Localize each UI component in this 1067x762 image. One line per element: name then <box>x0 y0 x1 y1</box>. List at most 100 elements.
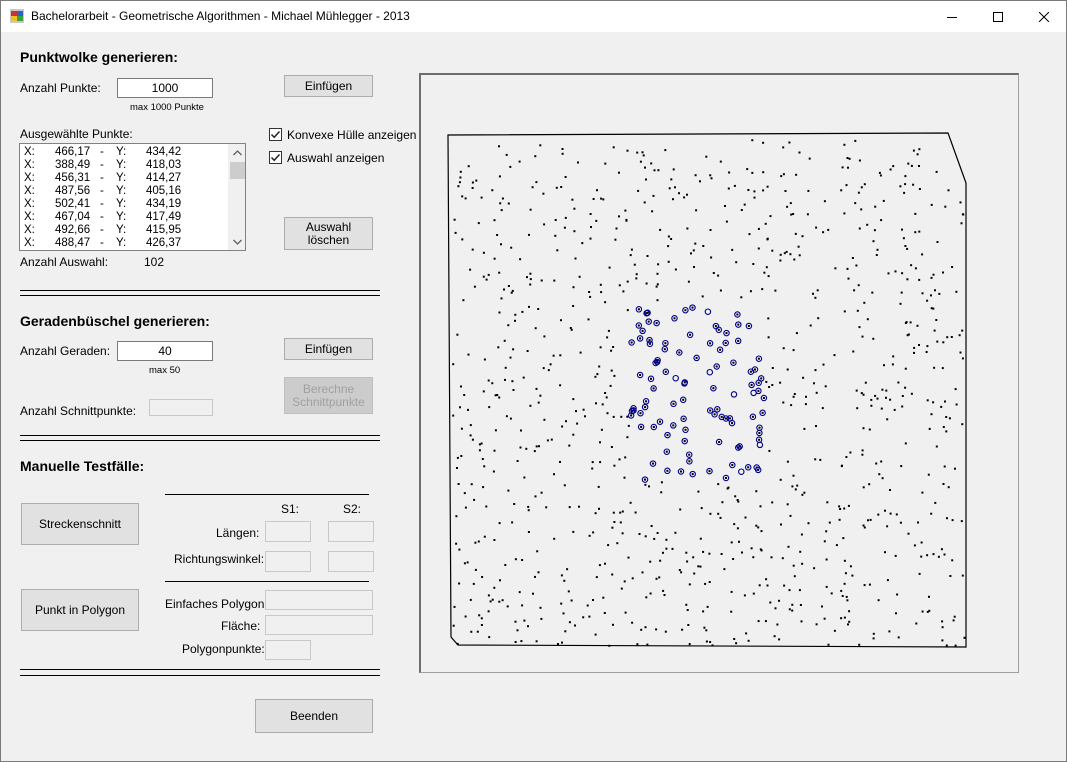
list-cell: X: <box>24 211 35 223</box>
title-bar[interactable]: Bachelorarbeit - Geometrische Algorithme… <box>1 1 1066 32</box>
point <box>819 458 822 461</box>
point <box>683 196 686 199</box>
point <box>872 337 875 340</box>
convex-hull <box>447 132 967 648</box>
list-item[interactable]: X: 466,17- Y: 434,42 <box>20 146 228 159</box>
close-button[interactable] <box>1021 1 1067 32</box>
convex-hull-label[interactable]: Konvexe Hülle anzeigen <box>287 128 417 142</box>
minimize-button[interactable] <box>929 1 975 32</box>
point <box>719 289 722 292</box>
list-item[interactable]: X: 488,47- Y: 426,37 <box>20 237 228 250</box>
chevron-up-icon <box>233 149 242 155</box>
line-count-input[interactable]: 40 <box>117 341 213 361</box>
point <box>885 389 888 392</box>
point <box>828 521 831 524</box>
point <box>749 370 752 373</box>
point <box>563 226 566 229</box>
point <box>793 393 796 395</box>
point <box>885 396 887 399</box>
point <box>510 246 513 249</box>
point <box>704 582 707 585</box>
point <box>887 272 890 275</box>
point <box>854 202 857 205</box>
list-cell: 434,19 <box>146 198 182 210</box>
point <box>452 363 455 366</box>
point <box>858 159 861 162</box>
point <box>812 292 814 295</box>
point <box>782 347 785 350</box>
point <box>945 644 948 647</box>
window-title: Bachelorarbeit - Geometrische Algorithme… <box>31 9 410 23</box>
selected-point-marker <box>636 335 644 342</box>
point <box>619 521 622 524</box>
list-cell: Y: <box>116 185 127 197</box>
point <box>805 395 807 398</box>
scroll-thumb[interactable] <box>230 162 245 179</box>
point <box>743 594 746 597</box>
point <box>586 604 589 607</box>
list-item[interactable]: X: 456,31- Y: 414,27 <box>20 172 228 185</box>
point <box>703 626 706 629</box>
exit-button[interactable]: Beenden <box>255 699 373 733</box>
point <box>886 579 889 582</box>
point <box>594 633 597 636</box>
convex-hull-checkbox[interactable] <box>269 128 282 141</box>
point <box>603 612 606 614</box>
point <box>618 171 620 174</box>
maximize-button[interactable] <box>975 1 1021 32</box>
scroll-up-button[interactable] <box>229 144 245 161</box>
point <box>474 568 477 571</box>
selected-points-list[interactable]: X: 466,17- Y: 434,42 X: 388,49- Y: 418,03 X: 456,… <box>19 143 246 251</box>
point-cloud-plot[interactable] <box>421 75 1017 671</box>
point <box>534 575 536 578</box>
selected-point-marker <box>756 441 764 449</box>
clear-selection-button[interactable]: Auswahl löschen <box>284 217 373 250</box>
point <box>598 507 600 510</box>
point <box>843 310 846 313</box>
point <box>921 491 924 494</box>
point <box>851 257 854 259</box>
segment-intersection-button[interactable]: Streckenschnitt <box>21 503 139 545</box>
point <box>639 374 642 376</box>
point <box>572 530 575 533</box>
point <box>941 367 944 370</box>
selected-point-marker <box>735 321 742 328</box>
point <box>657 169 660 172</box>
point <box>652 194 655 197</box>
line-bundle-heading: Geradenbüschel generieren: <box>20 313 210 329</box>
point <box>554 219 557 221</box>
list-item[interactable]: X: 487,56- Y: 405,16 <box>20 185 228 198</box>
point <box>460 455 463 457</box>
point <box>780 175 783 178</box>
point-in-polygon-button[interactable]: Punkt in Polygon <box>21 589 139 631</box>
show-selection-label[interactable]: Auswahl anzeigen <box>287 151 385 165</box>
point <box>604 562 606 565</box>
selected-point-marker <box>653 319 660 327</box>
insert-lines-button[interactable]: Einfügen <box>284 338 373 360</box>
scroll-down-button[interactable] <box>229 233 245 250</box>
point <box>493 257 496 260</box>
point <box>846 267 849 270</box>
point-count-input[interactable]: 1000 <box>117 78 213 98</box>
selected-point-marker <box>680 415 687 423</box>
list-item[interactable]: X: 388,49- Y: 418,03 <box>20 159 228 172</box>
show-selection-checkbox[interactable] <box>269 151 282 164</box>
compute-intersections-button[interactable]: Berechne Schnittpunkte <box>284 377 373 414</box>
point <box>624 611 627 614</box>
point <box>463 562 466 565</box>
insert-points-button[interactable]: Einfügen <box>284 75 373 97</box>
list-scrollbar[interactable] <box>228 144 245 250</box>
point <box>880 460 883 463</box>
point <box>907 333 910 336</box>
list-item[interactable]: X: 502,41- Y: 434,19 <box>20 198 228 211</box>
minimize-icon <box>947 16 957 18</box>
list-item[interactable]: X: 492,66- Y: 415,95 <box>20 224 228 237</box>
point-canvas[interactable] <box>419 73 1019 673</box>
point <box>630 414 633 417</box>
point <box>809 324 812 327</box>
point <box>847 623 849 626</box>
list-item[interactable]: X: 467,04- Y: 417,49 <box>20 211 228 224</box>
point <box>709 174 712 177</box>
point <box>659 559 662 562</box>
